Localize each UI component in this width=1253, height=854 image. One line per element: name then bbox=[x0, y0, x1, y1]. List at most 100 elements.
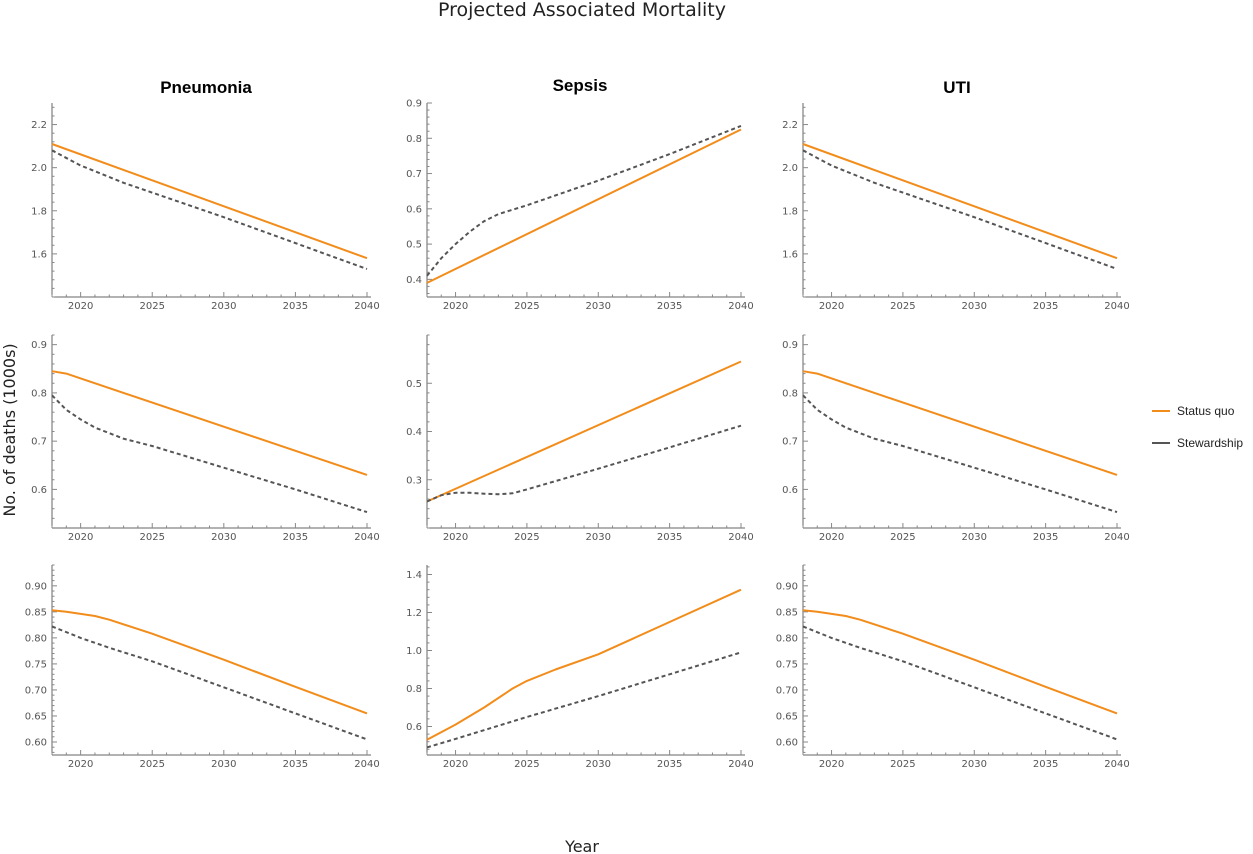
panel-2: 2020 2025 2030 2035 2040 0.4 0.5 0.6 0.7 0.8 0.9 bbox=[406, 99, 754, 313]
column-title-pneumonia: Pneumonia bbox=[160, 78, 252, 97]
panel-6: 2020 2025 2030 2035 2040 0.6 0.7 0.8 0.9 bbox=[782, 334, 1130, 543]
x-tick-label: 2035 bbox=[657, 759, 682, 770]
y-tick-label: 0.8 bbox=[782, 388, 798, 399]
y-tick-label: 2.2 bbox=[31, 120, 47, 131]
y-tick-label: 0.75 bbox=[25, 659, 47, 670]
x-tick-label: 2020 bbox=[68, 532, 93, 543]
y-tick-label: 0.90 bbox=[25, 581, 47, 592]
y-tick-label: 0.80 bbox=[25, 633, 47, 644]
series-line-status-quo bbox=[802, 143, 1118, 260]
panel-5: 2020 2025 2030 2035 2040 0.3 0.4 0.5 bbox=[406, 334, 754, 543]
y-tick-label: 0.5 bbox=[406, 379, 422, 390]
y-tick-label: 0.85 bbox=[25, 607, 47, 618]
figure-title: Projected Associated Mortality bbox=[438, 0, 726, 21]
x-tick-label: 2035 bbox=[1033, 759, 1058, 770]
y-tick-label: 1.8 bbox=[782, 206, 798, 217]
x-tick-label: 2025 bbox=[890, 301, 915, 312]
x-tick-label: 2025 bbox=[890, 532, 915, 543]
x-tick-label: 2020 bbox=[819, 759, 844, 770]
panel-4: 2020 2025 2030 2035 2040 0.6 0.7 0.8 0.9 bbox=[31, 334, 380, 543]
y-tick-label: 0.7 bbox=[406, 169, 422, 180]
x-tick-label: 2025 bbox=[140, 301, 165, 312]
x-tick-label: 2030 bbox=[211, 301, 236, 312]
x-tick-label: 2025 bbox=[140, 759, 165, 770]
legend-label-status-quo: Status quo bbox=[1177, 404, 1235, 418]
y-tick-label: 0.6 bbox=[782, 485, 798, 496]
y-tick-label: 1.6 bbox=[31, 249, 47, 260]
series-line-status-quo bbox=[802, 370, 1118, 476]
x-tick-label: 2035 bbox=[1033, 532, 1058, 543]
y-tick-label: 0.4 bbox=[406, 427, 422, 438]
series-line-status-quo bbox=[426, 128, 742, 284]
y-tick-label: 1.2 bbox=[406, 608, 422, 619]
y-tick-label: 0.9 bbox=[406, 99, 422, 110]
y-tick-label: 0.85 bbox=[776, 607, 798, 618]
y-tick-label: 0.9 bbox=[31, 340, 47, 351]
x-tick-label: 2030 bbox=[962, 759, 987, 770]
series-line-stewardship bbox=[51, 149, 368, 270]
x-tick-label: 2035 bbox=[657, 301, 682, 312]
series-line-status-quo bbox=[51, 370, 368, 476]
x-tick-label: 2030 bbox=[586, 532, 611, 543]
y-tick-label: 0.70 bbox=[25, 685, 47, 696]
column-title-sepsis: Sepsis bbox=[553, 76, 608, 95]
x-tick-label: 2040 bbox=[1104, 532, 1129, 543]
panels-grid: 2020 2025 2030 2035 2040 1.6 1.8 2.0 2.2 2020 2025… bbox=[25, 99, 1130, 771]
y-tick-label: 0.7 bbox=[782, 437, 798, 448]
x-tick-label: 2040 bbox=[354, 759, 379, 770]
y-tick-label: 0.65 bbox=[776, 711, 798, 722]
y-tick-label: 0.6 bbox=[406, 204, 422, 215]
y-tick-label: 0.65 bbox=[25, 711, 47, 722]
y-tick-label: 0.5 bbox=[406, 240, 422, 251]
x-tick-label: 2030 bbox=[211, 759, 236, 770]
x-tick-label: 2025 bbox=[514, 301, 539, 312]
y-tick-label: 0.8 bbox=[406, 134, 422, 145]
y-tick-label: 0.9 bbox=[782, 340, 798, 351]
y-tick-label: 0.70 bbox=[776, 685, 798, 696]
x-tick-label: 2040 bbox=[728, 532, 753, 543]
x-tick-label: 2040 bbox=[354, 532, 379, 543]
series-line-stewardship bbox=[426, 424, 742, 503]
legend-label-stewardship: Stewardship bbox=[1177, 436, 1243, 450]
series-line-stewardship bbox=[426, 124, 742, 277]
x-tick-label: 2030 bbox=[211, 532, 236, 543]
series-line-stewardship bbox=[51, 625, 368, 741]
x-tick-label: 2040 bbox=[1104, 759, 1129, 770]
x-tick-label: 2025 bbox=[140, 532, 165, 543]
y-tick-label: 0.60 bbox=[25, 737, 47, 748]
x-tick-label: 2020 bbox=[819, 301, 844, 312]
x-tick-label: 2020 bbox=[68, 759, 93, 770]
x-axis-label: Year bbox=[564, 837, 599, 854]
series-line-status-quo bbox=[426, 588, 742, 741]
y-tick-label: 1.4 bbox=[406, 570, 422, 581]
y-tick-label: 1.8 bbox=[31, 206, 47, 217]
y-tick-label: 0.6 bbox=[406, 722, 422, 733]
y-tick-label: 0.75 bbox=[776, 659, 798, 670]
panel-1: 2020 2025 2030 2035 2040 1.6 1.8 2.0 2.2 bbox=[31, 103, 380, 312]
x-tick-label: 2025 bbox=[514, 532, 539, 543]
series-line-stewardship bbox=[51, 394, 368, 514]
x-tick-label: 2035 bbox=[1033, 301, 1058, 312]
series-line-status-quo bbox=[51, 143, 368, 260]
x-tick-label: 2020 bbox=[443, 301, 468, 312]
x-tick-label: 2030 bbox=[962, 532, 987, 543]
y-tick-label: 2.0 bbox=[782, 163, 798, 174]
y-axis-label: No. of deaths (1000s) bbox=[0, 343, 19, 516]
y-tick-label: 0.80 bbox=[776, 633, 798, 644]
series-line-status-quo bbox=[426, 360, 742, 503]
series-line-stewardship bbox=[802, 149, 1118, 270]
x-tick-label: 2020 bbox=[68, 301, 93, 312]
y-tick-label: 0.90 bbox=[776, 581, 798, 592]
x-tick-label: 2025 bbox=[890, 759, 915, 770]
series-line-status-quo bbox=[51, 609, 368, 715]
series-line-stewardship bbox=[802, 394, 1118, 514]
x-tick-label: 2035 bbox=[657, 532, 682, 543]
x-tick-label: 2040 bbox=[728, 301, 753, 312]
x-tick-label: 2020 bbox=[819, 532, 844, 543]
panel-7: 2020 2025 2030 2035 2040 0.60 0.65 0.70 0.75 0.80… bbox=[25, 564, 380, 770]
x-tick-label: 2035 bbox=[283, 532, 308, 543]
y-tick-label: 1.6 bbox=[782, 249, 798, 260]
legend: Status quo Stewardship bbox=[1152, 404, 1243, 450]
series-line-stewardship bbox=[802, 625, 1118, 741]
